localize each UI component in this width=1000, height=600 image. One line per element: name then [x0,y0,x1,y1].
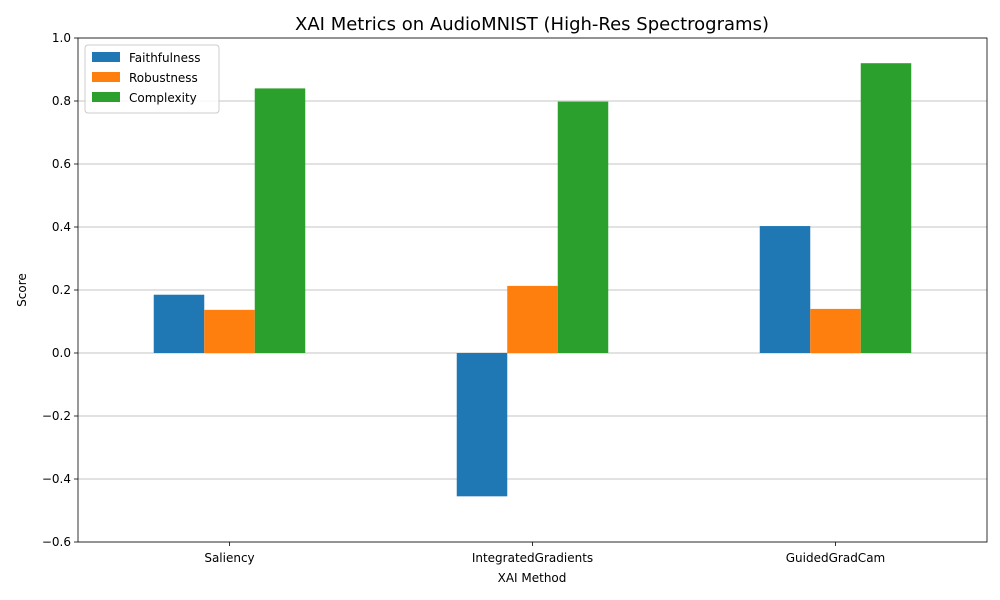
y-tick-label: −0.2 [42,409,71,423]
x-axis-label: XAI Method [498,571,567,585]
bars [154,63,912,496]
chart-title: XAI Metrics on AudioMNIST (High-Res Spec… [295,14,769,35]
legend-label-faithfulness: Faithfulness [129,51,200,65]
legend-swatch-complexity [92,92,120,102]
legend-swatch-robustness [92,72,120,82]
bar-robustness-guidedgradcam [810,309,861,353]
legend: Faithfulness Robustness Complexity [85,45,219,113]
legend-swatch-faithfulness [92,52,120,62]
bar-complexity-integratedgradients [558,102,609,353]
bar-robustness-integratedgradients [507,286,558,353]
y-tick-label: −0.6 [42,535,71,549]
y-axis-ticks: −0.6 −0.4 −0.2 0.0 0.2 0.4 0.6 0.8 1.0 [42,31,78,549]
bar-faithfulness-guidedgradcam [760,226,811,353]
legend-label-robustness: Robustness [129,71,198,85]
bar-faithfulness-saliency [154,295,205,353]
x-tick-label: GuidedGradCam [786,551,885,565]
x-tick-label: IntegratedGradients [472,551,593,565]
y-tick-label: −0.4 [42,472,71,486]
bar-robustness-saliency [204,310,255,353]
bar-complexity-guidedgradcam [861,63,912,353]
y-tick-label: 0.8 [52,94,71,108]
bar-complexity-saliency [255,88,306,353]
y-tick-label: 1.0 [52,31,71,45]
y-tick-label: 0.4 [52,220,71,234]
legend-label-complexity: Complexity [129,91,197,105]
y-tick-label: 0.6 [52,157,71,171]
y-tick-label: 0.0 [52,346,71,360]
x-tick-label: Saliency [204,551,254,565]
y-tick-label: 0.2 [52,283,71,297]
y-axis-label: Score [15,273,29,307]
x-axis-ticks: Saliency IntegratedGradients GuidedGradCam [204,542,885,565]
bar-faithfulness-integratedgradients [457,353,508,496]
